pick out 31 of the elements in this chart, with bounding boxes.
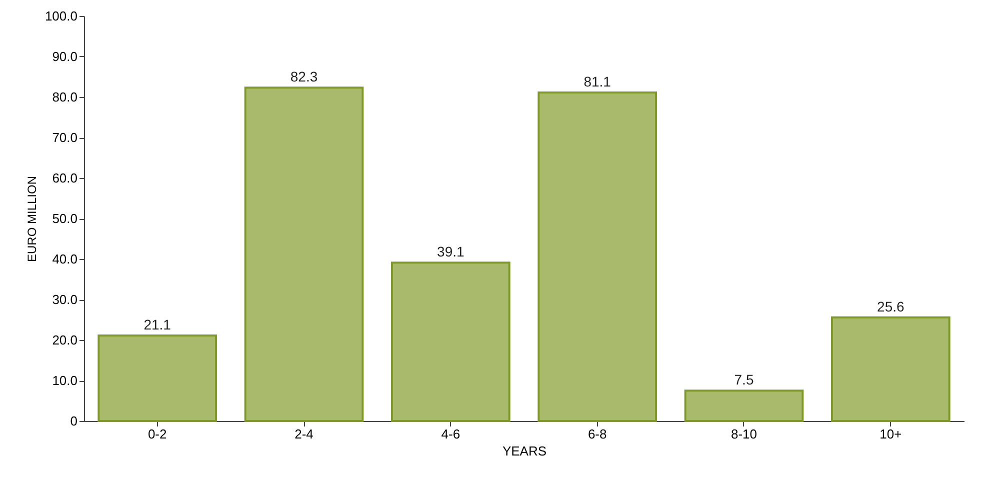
data-label: 21.1 xyxy=(144,316,172,333)
bar xyxy=(684,390,804,422)
y-tick-label: 60.0 xyxy=(52,170,78,186)
x-tick-label: 8-10 xyxy=(730,426,758,442)
data-label: 82.3 xyxy=(290,68,318,85)
data-label: 81.1 xyxy=(584,74,612,90)
y-tick-label: 70.0 xyxy=(52,130,78,145)
x-tick-label: 10+ xyxy=(880,426,902,442)
data-label: 25.6 xyxy=(877,298,905,314)
bar xyxy=(391,262,510,422)
data-label: 39.1 xyxy=(437,244,465,260)
y-tick-label: 80.0 xyxy=(52,90,78,104)
y-tick-label: 90.0 xyxy=(52,49,78,64)
y-tick-label: 40.0 xyxy=(52,252,78,266)
bar xyxy=(98,334,217,422)
y-tick-label: 30.0 xyxy=(52,292,78,307)
y-tick-label: 10.0 xyxy=(52,373,78,388)
bar xyxy=(831,316,950,422)
x-tick-label: 4-6 xyxy=(441,426,460,442)
y-tick-label: 100.0 xyxy=(44,8,78,24)
y-axis-title: EURO MILLION xyxy=(24,176,39,262)
y-tick-label: 20.0 xyxy=(52,332,78,348)
x-tick-label: 0-2 xyxy=(148,426,167,442)
x-axis-title: YEARS xyxy=(502,444,547,458)
data-label: 7.5 xyxy=(734,372,754,388)
x-tick-label: 2-4 xyxy=(294,426,314,442)
y-tick-label: 0 xyxy=(70,414,78,428)
bar xyxy=(538,92,657,422)
y-tick-label: 50.0 xyxy=(52,211,78,226)
bar xyxy=(244,86,364,422)
x-tick-label: 6-8 xyxy=(588,426,607,442)
